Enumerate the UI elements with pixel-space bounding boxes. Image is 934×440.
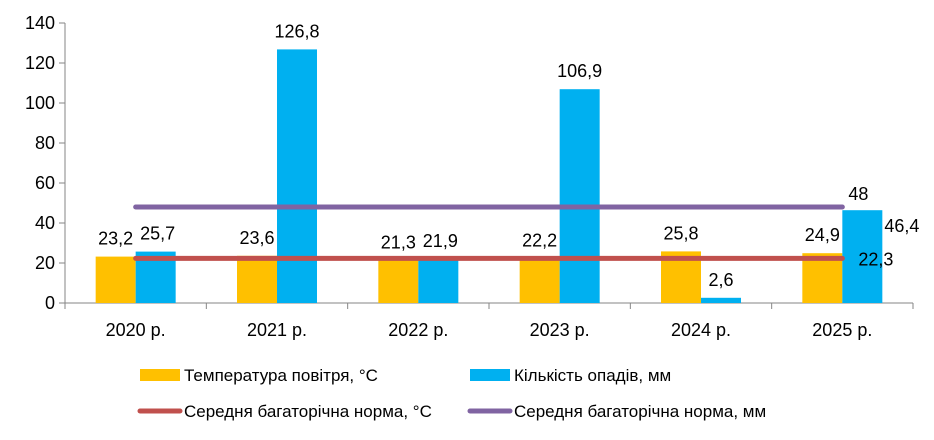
axes: 0 20 40 60 80 100 120 140 2020 р. 2021 р. 2022 р. 2… [25, 13, 914, 340]
temperature-data-label: 23,6 [239, 228, 274, 248]
bars [95, 49, 883, 304]
temperature-bar [237, 255, 277, 303]
temperature-data-label: 24,9 [805, 225, 840, 245]
temperature-norm-label: 22,3 [858, 249, 893, 269]
y-tick-label: 100 [25, 93, 55, 113]
precipitation-data-label: 25,7 [140, 224, 175, 244]
x-tick-label: 2020 р. [106, 320, 166, 340]
temperature-bar [378, 260, 419, 303]
x-tick-label: 2025 р. [812, 320, 872, 340]
x-tick-label: 2021 р. [247, 320, 307, 340]
precipitation-data-label: 21,9 [423, 231, 458, 251]
legend-swatch [140, 369, 180, 381]
norm-lines [133, 204, 845, 261]
y-tick-label: 0 [45, 293, 55, 313]
temperature-bar [519, 258, 560, 303]
legend-label: Середня багаторічна норма, °С [184, 402, 432, 421]
temperature-bar [802, 253, 843, 303]
x-tick-label: 2023 р. [530, 320, 590, 340]
legend-label: Середня багаторічна норма, мм [514, 402, 766, 421]
temperature-bar [95, 256, 136, 303]
precipitation-data-label: 126,8 [274, 21, 319, 41]
x-tick-label: 2022 р. [388, 320, 448, 340]
precipitation-data-label: 2,6 [708, 270, 733, 290]
precipitation-bar [842, 210, 883, 303]
temperature-data-label: 22,2 [522, 231, 557, 251]
legend-label: Кількість опадів, мм [514, 366, 671, 385]
precipitation-bar [701, 297, 741, 303]
precipitation-data-label: 46,4 [884, 216, 919, 236]
precipitation-norm-label: 48 [848, 184, 868, 204]
y-tick-label: 80 [35, 133, 55, 153]
legend-swatch [470, 369, 510, 381]
x-tick-label: 2024 р. [671, 320, 731, 340]
y-tick-label: 20 [35, 253, 55, 273]
y-tick-label: 40 [35, 213, 55, 233]
y-tick-label: 60 [35, 173, 55, 193]
temperature-data-label: 25,8 [663, 223, 698, 243]
legend-label: Температура повітря, °С [184, 366, 378, 385]
temperature-data-label: 21,3 [381, 232, 416, 252]
precipitation-bar [418, 259, 459, 303]
legend: Температура повітря, °С Кількість опадів,… [137, 366, 766, 421]
precipitation-bar [559, 89, 600, 303]
precipitation-data-label: 106,9 [557, 61, 602, 81]
precipitation-bar [277, 49, 317, 304]
y-tick-label: 120 [25, 53, 55, 73]
data-labels: 23,2 23,6 21,3 22,2 25,8 24,9 25,7 126,8 21,9 106… [98, 21, 919, 289]
temperature-data-label: 23,2 [98, 229, 133, 249]
y-tick-label: 140 [25, 13, 55, 33]
